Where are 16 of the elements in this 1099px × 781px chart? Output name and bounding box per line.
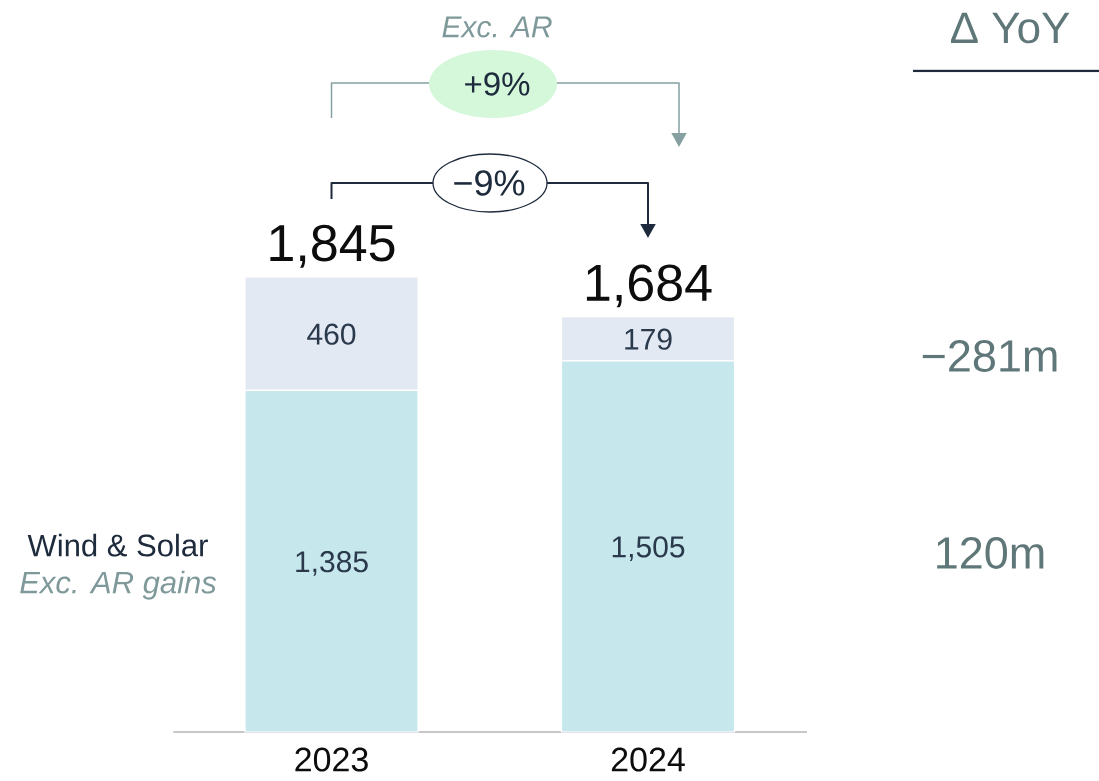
text: Exc. AR [442, 16, 552, 38]
data-label: 1,505 [612, 536, 685, 562]
text: −281m [922, 340, 1057, 372]
data-label: 460 [307, 323, 356, 345]
series-label: Wind & Solar [27, 533, 208, 557]
x-tick-label: 2023 [295, 747, 368, 772]
x-tick-label: 2024 [611, 747, 685, 772]
data-label: 1,385 [296, 551, 368, 576]
total-label: 1,684 [586, 264, 712, 308]
annotation: Exc. AR gains [20, 570, 217, 600]
data-label: 179 [625, 328, 672, 350]
total-label: 1,845 [270, 224, 395, 268]
text: Δ YoY [950, 12, 1070, 44]
text: 120m [937, 537, 1044, 569]
text: −9% [454, 170, 525, 196]
text: +9% [465, 72, 530, 96]
